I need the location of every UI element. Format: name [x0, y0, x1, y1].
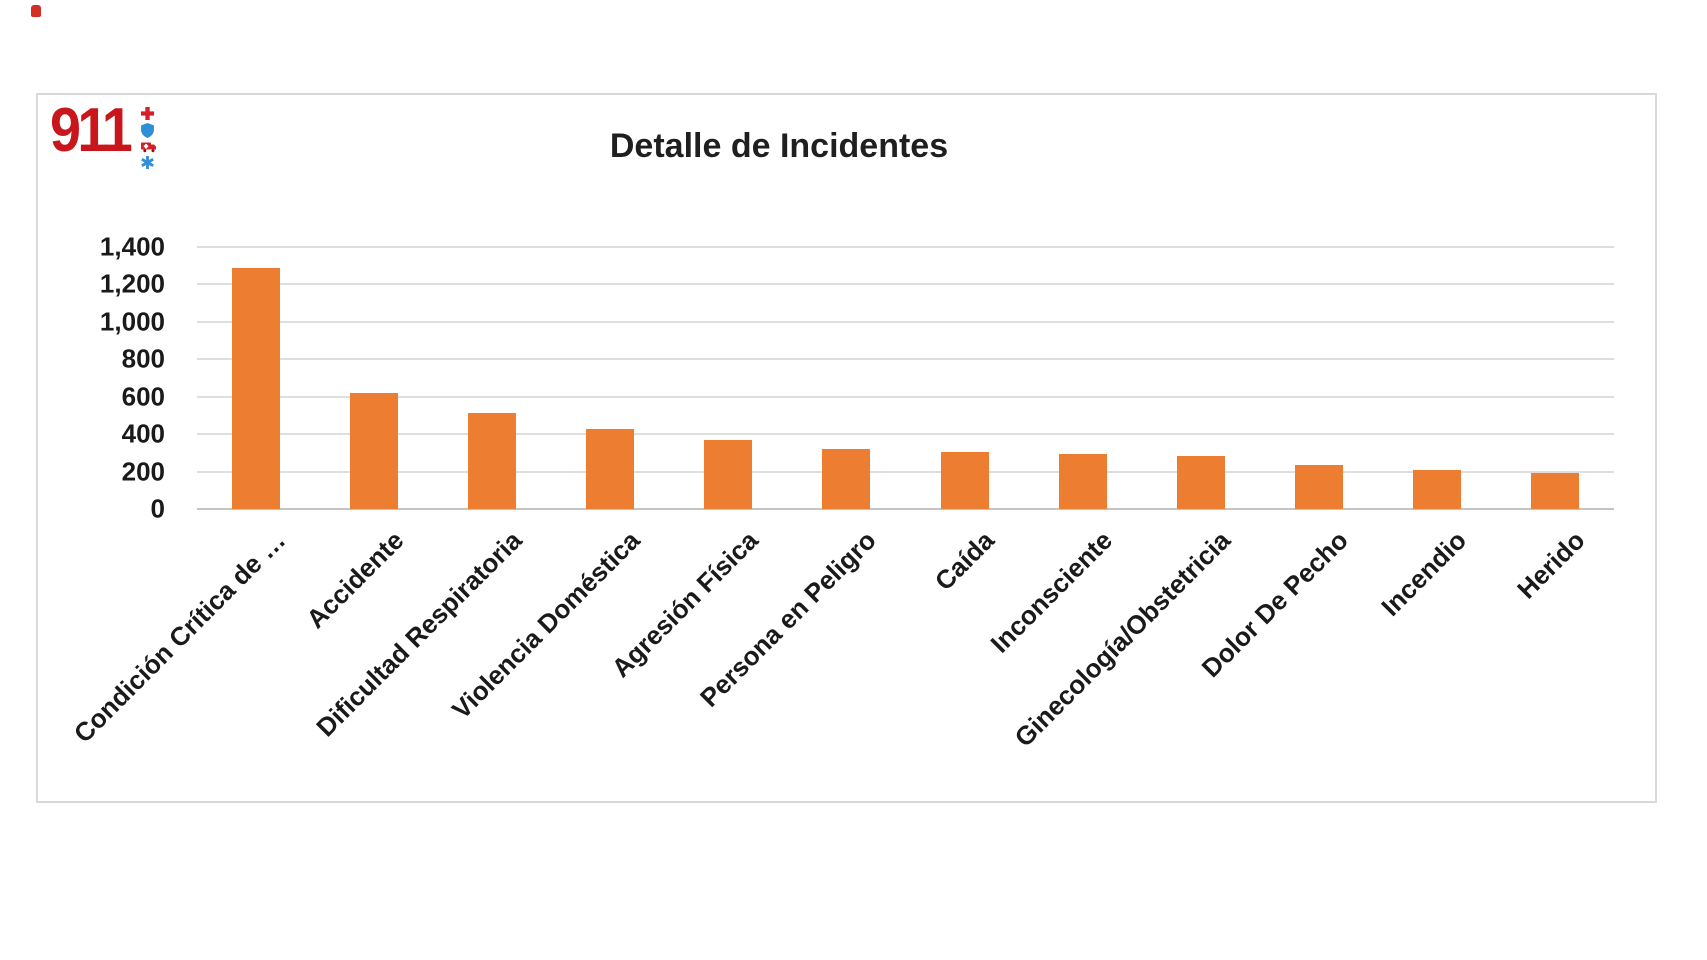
logo-911-text: 911 [50, 96, 133, 165]
y-axis-tick-label: 0 [150, 493, 165, 524]
ambulance-icon [141, 141, 157, 153]
gridline [197, 283, 1614, 286]
x-axis-category-label: Dificultad Respiratoria [310, 525, 528, 743]
bar [468, 412, 517, 509]
bar [1412, 470, 1461, 509]
gridline [197, 358, 1614, 361]
y-axis-tick-label: 400 [121, 418, 165, 449]
bar [940, 452, 989, 509]
gridline [197, 246, 1614, 248]
bar [350, 392, 399, 509]
x-axis-category-label: Incendio [1375, 525, 1473, 622]
star-of-life-icon [141, 156, 157, 169]
bar [822, 449, 871, 509]
gridline [197, 395, 1614, 398]
logo-icon-column [141, 107, 157, 169]
chart-title: Detalle de Incidentes [609, 127, 949, 165]
x-axis-category-label: Caída [928, 525, 1000, 597]
medical-cross-icon [141, 107, 157, 120]
bar [1058, 453, 1107, 509]
y-axis-tick-label: 1,200 [99, 268, 165, 299]
gridline [197, 433, 1614, 436]
page-corner-mark [31, 5, 41, 17]
logo-911: 911 [50, 96, 157, 169]
y-axis-tick-label: 1,400 [99, 231, 165, 262]
chart-panel: 911 [36, 93, 1657, 803]
y-axis-tick-label: 800 [121, 343, 165, 374]
y-axis-tick-label: 600 [121, 381, 165, 412]
y-axis-tick-label: 200 [121, 456, 165, 487]
bar [1530, 473, 1579, 509]
gridline [197, 320, 1614, 323]
bar [704, 440, 753, 509]
y-axis-tick-label: 1,000 [99, 306, 165, 337]
x-axis-category-label: Herido [1510, 525, 1591, 605]
shield-icon [141, 123, 157, 138]
bar [586, 428, 635, 509]
plot-area: 0 200 400 600 800 1,000 1,200 1,400 Condición Cr… [68, 232, 1614, 753]
gridline [197, 470, 1614, 473]
x-axis-line [197, 508, 1614, 510]
x-axis-category-label: Ginecología/Obstetricia [1008, 525, 1236, 753]
bar [1176, 455, 1225, 509]
x-axis-category-label: Condición Crítica de … [67, 525, 292, 749]
bar [1294, 464, 1343, 509]
x-axis-category-label: Inconsciente [984, 525, 1118, 659]
bar [232, 267, 281, 509]
x-axis-category-label: Accidente [300, 525, 410, 635]
